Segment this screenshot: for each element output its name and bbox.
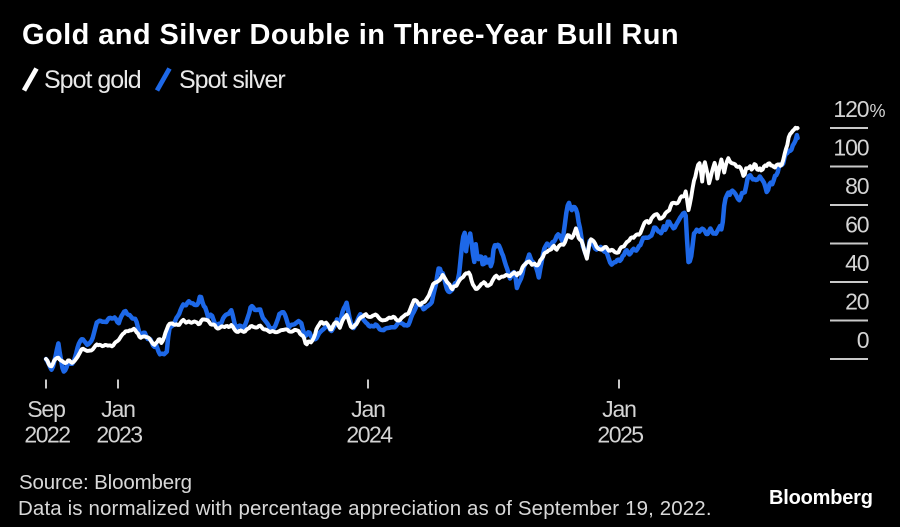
svg-text:40: 40 (845, 250, 869, 276)
svg-text:Jan: Jan (602, 396, 636, 422)
svg-text:Jan: Jan (351, 396, 385, 422)
svg-text:100: 100 (833, 135, 868, 161)
svg-text:60: 60 (845, 212, 869, 238)
svg-text:Sep: Sep (27, 396, 65, 422)
svg-text:80: 80 (845, 173, 869, 199)
svg-text:2024: 2024 (346, 421, 393, 447)
svg-text:0: 0 (857, 327, 869, 353)
svg-text:20: 20 (845, 289, 869, 315)
svg-text:120: 120 (833, 96, 868, 122)
svg-text:2025: 2025 (597, 421, 643, 447)
svg-text:2023: 2023 (96, 421, 142, 447)
svg-text:Jan: Jan (101, 396, 135, 422)
svg-text:2022: 2022 (24, 421, 70, 447)
svg-text:%: % (870, 101, 886, 121)
